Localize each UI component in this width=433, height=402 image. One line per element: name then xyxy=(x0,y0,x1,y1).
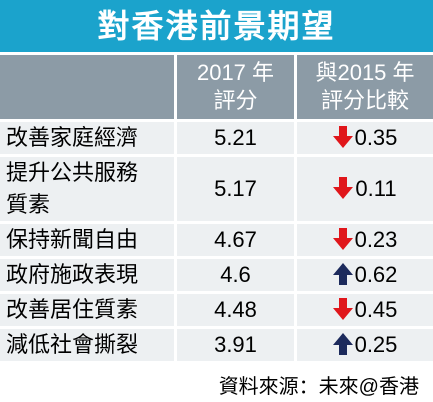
score: 5.21 xyxy=(174,122,294,154)
header-row: 2017 年評分 與2015 年評分比較 xyxy=(0,55,433,119)
label-text: 改善家庭經濟 xyxy=(6,125,139,150)
header-text: 評分 xyxy=(213,88,258,113)
row: 減低社會撕裂 3.91 0.25 xyxy=(0,329,433,361)
change-text: 0.35 xyxy=(354,125,398,150)
row-label: 政府施政表現 xyxy=(0,259,174,291)
change-text: 0.25 xyxy=(354,332,398,357)
label-text: 改善居住質素 xyxy=(6,297,139,322)
header-text: 與2015 年 xyxy=(315,60,415,85)
label-text: 政府施政表現 xyxy=(6,262,139,287)
down-arrow xyxy=(332,298,353,320)
down-arrow xyxy=(332,228,353,250)
up-arrow xyxy=(332,333,353,355)
change: 0.35 xyxy=(294,122,433,154)
score: 4.6 xyxy=(174,259,294,291)
score: 4.67 xyxy=(174,224,294,256)
change: 0.25 xyxy=(294,329,433,361)
up-arrow xyxy=(332,263,353,285)
source: 資料來源：未來@香港 xyxy=(218,376,419,398)
change: 0.62 xyxy=(294,259,433,291)
change: 0.23 xyxy=(294,224,433,256)
header-cell: 與2015 年評分比較 xyxy=(294,55,433,119)
row-label: 改善家庭經濟 xyxy=(0,122,174,154)
table: 2017 年評分 與2015 年評分比較 改善家庭經濟 5.21 0.35 提升… xyxy=(0,52,433,364)
change-text: 0.23 xyxy=(354,227,398,252)
row: 改善家庭經濟 5.21 0.35 xyxy=(0,122,433,154)
score: 5.17 xyxy=(174,157,294,221)
change-text: 0.62 xyxy=(354,262,398,287)
header-cell xyxy=(0,55,174,119)
row: 政府施政表現 4.6 0.62 xyxy=(0,259,433,291)
header-text: 2017 年 xyxy=(196,60,275,85)
score: 3.91 xyxy=(174,329,294,361)
label-text: 提升公共服務質素 xyxy=(6,160,139,217)
row-label: 提升公共服務質素 xyxy=(0,157,174,221)
header-text: 評分比較 xyxy=(320,88,409,113)
row: 改善居住質素 4.48 0.45 xyxy=(0,294,433,326)
score: 4.48 xyxy=(174,294,294,326)
down-arrow xyxy=(333,177,354,199)
change: 0.11 xyxy=(294,157,433,221)
header-cell: 2017 年評分 xyxy=(174,55,294,119)
down-arrow xyxy=(332,126,353,148)
row: 保持新聞自由 4.67 0.23 xyxy=(0,224,433,256)
row: 提升公共服務質素 5.17 0.11 xyxy=(0,157,433,221)
change-text: 0.45 xyxy=(354,297,398,322)
title: 對香港前景期望 xyxy=(0,0,433,52)
row-label: 減低社會撕裂 xyxy=(0,329,174,361)
change: 0.45 xyxy=(294,294,433,326)
row-label: 保持新聞自由 xyxy=(0,224,174,256)
change-text: 0.11 xyxy=(355,176,397,201)
label-text: 減低社會撕裂 xyxy=(6,332,139,357)
label-text: 保持新聞自由 xyxy=(6,227,139,252)
row-label: 改善居住質素 xyxy=(0,294,174,326)
